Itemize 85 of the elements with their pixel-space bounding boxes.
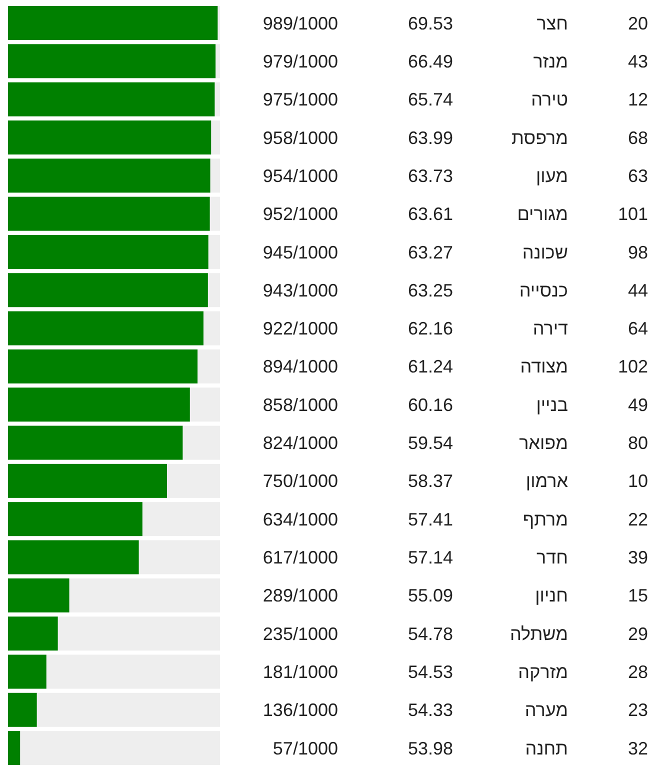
- text: 63: [628, 166, 648, 186]
- text: 54.78: [408, 624, 453, 644]
- text: 49: [628, 394, 648, 415]
- data-label: 975/1000: [262, 90, 338, 110]
- text: 54.53: [408, 662, 453, 682]
- data-label: 824/1000: [262, 433, 338, 454]
- text: 43: [628, 51, 648, 72]
- text: 23: [628, 700, 648, 720]
- data-label: 954/1000: [262, 166, 338, 186]
- text: 62.16: [408, 318, 453, 339]
- data-label: 894/1000: [262, 356, 338, 377]
- text: 69.53: [408, 13, 453, 34]
- y-tick-label: מפואר: [519, 433, 568, 454]
- data-label: 858/1000: [262, 394, 338, 415]
- bar: [8, 692, 37, 727]
- text: 57.14: [408, 548, 453, 568]
- data-label: 922/1000: [262, 318, 338, 339]
- y-tick-label: מגורים: [517, 204, 568, 224]
- text: 28: [628, 662, 648, 682]
- text: 54.33: [408, 700, 453, 720]
- text: 102: [618, 356, 648, 377]
- data-label: 989/1000: [262, 13, 338, 34]
- y-tick-label: ארמון: [526, 471, 569, 492]
- text: 101: [618, 204, 648, 224]
- text: 61.24: [408, 356, 453, 377]
- text: 60.16: [408, 394, 453, 415]
- y-tick-label: דירה: [532, 318, 568, 339]
- data-label: 181/1000: [262, 662, 338, 682]
- text: 20: [628, 13, 648, 34]
- y-tick-label: תחנה: [525, 738, 568, 758]
- y-tick-label: חצר: [536, 13, 568, 34]
- data-label: 57/1000: [272, 738, 338, 758]
- y-tick-label: מרפסת: [512, 128, 568, 148]
- text: 59.54: [408, 433, 453, 454]
- data-label: 634/1000: [262, 509, 338, 530]
- data-label: 750/1000: [262, 471, 338, 492]
- data-label: 235/1000: [262, 624, 338, 644]
- text: 29: [628, 624, 648, 644]
- data-label: 979/1000: [262, 51, 338, 72]
- data-label: 958/1000: [262, 128, 338, 148]
- text: 63.27: [408, 242, 453, 262]
- y-tick-label: מערה: [524, 700, 568, 720]
- y-tick-label: חניון: [535, 586, 568, 606]
- text: 39: [628, 548, 648, 568]
- data-label: 952/1000: [262, 204, 338, 224]
- text: 68: [628, 128, 648, 148]
- y-tick-label: שכונה: [522, 242, 568, 262]
- text: 10: [628, 471, 648, 492]
- text: 66.49: [408, 51, 453, 72]
- text: 58.37: [408, 471, 453, 492]
- text: 44: [628, 280, 648, 300]
- text: 65.74: [408, 90, 453, 110]
- data-label: 289/1000: [262, 586, 338, 606]
- data-label: 136/1000: [262, 700, 338, 720]
- y-tick-label: מזרקה: [518, 662, 568, 682]
- text: 53.98: [408, 738, 453, 758]
- y-tick-label: מנזר: [533, 51, 568, 72]
- y-tick-label: טירה: [531, 90, 568, 110]
- text: 98: [628, 242, 648, 262]
- text: 32: [628, 738, 648, 758]
- text: 63.99: [408, 128, 453, 148]
- bar: [8, 731, 20, 766]
- y-tick-label: מעון: [536, 166, 568, 186]
- bar: [8, 616, 58, 651]
- text: 22: [628, 509, 648, 530]
- y-tick-label: משתלה: [510, 624, 568, 644]
- text: 64: [628, 318, 648, 339]
- text: 80: [628, 433, 648, 454]
- data-label: 617/1000: [262, 548, 338, 568]
- y-tick-label: בניין: [536, 394, 568, 415]
- y-tick-label: מרתף: [522, 509, 568, 530]
- y-tick-label: מצודה: [520, 356, 568, 377]
- text: 55.09: [408, 586, 453, 606]
- text: 12: [628, 90, 648, 110]
- text: 63.73: [408, 166, 453, 186]
- text: 57.41: [408, 509, 453, 530]
- data-label: 943/1000: [262, 280, 338, 300]
- text: 63.25: [408, 280, 453, 300]
- bar: [8, 44, 216, 78]
- text: 63.61: [408, 204, 453, 224]
- text: 15: [628, 586, 648, 606]
- y-tick-label: חדר: [536, 548, 568, 568]
- bar: [8, 654, 46, 689]
- data-label: 945/1000: [262, 242, 338, 262]
- y-tick-label: כנסייה: [519, 280, 568, 300]
